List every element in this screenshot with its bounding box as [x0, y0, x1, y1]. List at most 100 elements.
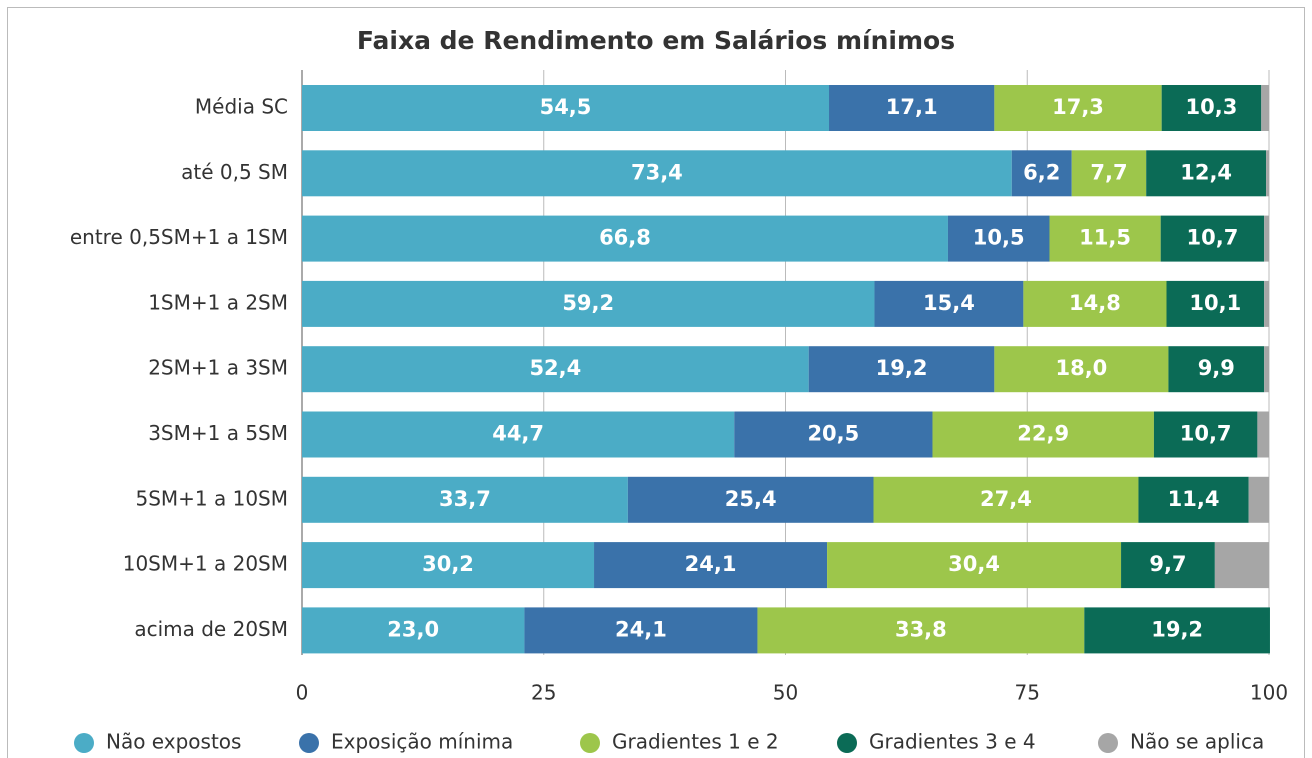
bar-segment — [302, 150, 1012, 197]
value-label: 19,2 — [876, 356, 928, 380]
value-label: 19,2 — [1151, 617, 1203, 641]
legend-marker — [1098, 733, 1118, 753]
bar-segment — [302, 215, 948, 262]
bar-segment — [1160, 215, 1265, 262]
bar-segment — [1138, 476, 1249, 523]
value-label: 73,4 — [631, 160, 683, 184]
value-label: 18,0 — [1055, 356, 1107, 380]
bar-segment — [1248, 476, 1269, 523]
y-tick-label: 3SM+1 a 5SM — [148, 421, 288, 445]
value-label: 54,5 — [540, 95, 592, 119]
bar-segment — [1264, 280, 1269, 327]
bar-segment — [874, 280, 1024, 327]
bar-segment — [1168, 346, 1265, 393]
bar-segment — [1153, 411, 1258, 458]
value-label: 17,3 — [1052, 95, 1104, 119]
legend-marker — [74, 733, 94, 753]
bar-segment — [302, 346, 809, 393]
bar-segment — [873, 476, 1139, 523]
bar-segment — [1146, 150, 1267, 197]
bar-segment — [829, 85, 995, 131]
value-label: 33,7 — [439, 487, 491, 511]
value-label: 27,4 — [980, 487, 1032, 511]
y-tick-label: 1SM+1 a 2SM — [148, 290, 288, 314]
y-tick-label: 5SM+1 a 10SM — [135, 486, 288, 510]
bar-segment — [627, 476, 874, 523]
legend-label: Gradientes 1 e 2 — [612, 730, 779, 754]
legend-label: Exposição mínima — [331, 730, 513, 754]
legend-marker — [837, 733, 857, 753]
bar-segment — [827, 542, 1122, 589]
value-label: 25,4 — [725, 487, 777, 511]
value-label: 9,7 — [1149, 552, 1186, 576]
bar-segment — [1049, 215, 1161, 262]
y-tick-label: 10SM+1 a 20SM — [123, 552, 288, 576]
legend-marker — [580, 733, 600, 753]
value-label: 14,8 — [1069, 291, 1121, 315]
value-label: 12,4 — [1180, 160, 1232, 184]
value-label: 24,1 — [685, 552, 737, 576]
y-tick-label: entre 0,5SM+1 a 1SM — [70, 225, 288, 249]
value-label: 10,1 — [1189, 291, 1241, 315]
y-tick-label: Média SC — [195, 95, 288, 119]
value-label: 59,2 — [562, 291, 614, 315]
value-label: 10,7 — [1187, 226, 1239, 250]
bar-segment — [302, 607, 525, 654]
bar-segment — [1071, 150, 1147, 197]
value-label: 24,1 — [615, 617, 667, 641]
value-label: 17,1 — [886, 95, 938, 119]
frame — [7, 7, 1305, 758]
value-label: 6,2 — [1023, 160, 1060, 184]
bar-segment — [1261, 85, 1269, 131]
bar-segment — [1266, 150, 1269, 197]
bar-segment — [947, 215, 1050, 262]
bar-segment — [1023, 280, 1167, 327]
bar-segment — [1011, 150, 1072, 197]
legend-label: Não expostos — [106, 730, 241, 754]
x-tick-label: 0 — [296, 681, 309, 705]
x-tick-label: 75 — [1015, 681, 1040, 705]
bar-segment — [302, 85, 830, 131]
bar-segment — [1121, 542, 1215, 589]
bar-segment — [302, 476, 628, 523]
bar-segment — [932, 411, 1154, 458]
value-label: 10,5 — [973, 226, 1025, 250]
value-label: 66,8 — [599, 226, 651, 250]
value-label: 7,7 — [1090, 160, 1127, 184]
bar-segment — [524, 607, 758, 654]
value-label: 44,7 — [492, 422, 544, 446]
y-tick-label: 2SM+1 a 3SM — [148, 356, 288, 380]
legend-label: Não se aplica — [1130, 730, 1264, 754]
bar-segment — [1214, 542, 1269, 589]
bar-segment — [1264, 346, 1269, 393]
value-label: 30,4 — [948, 552, 1000, 576]
value-label: 11,4 — [1168, 487, 1220, 511]
chart-title: Faixa de Rendimento em Salários mínimos — [357, 26, 955, 55]
value-label: 9,9 — [1198, 356, 1235, 380]
value-label: 33,8 — [895, 617, 947, 641]
bar-segment — [808, 346, 995, 393]
value-label: 30,2 — [422, 552, 474, 576]
bar-segment — [734, 411, 933, 458]
value-label: 10,3 — [1186, 95, 1238, 119]
bar-segment — [594, 542, 828, 589]
bar-segment — [1084, 607, 1270, 654]
legend-marker — [299, 733, 319, 753]
bar-segment — [302, 411, 735, 458]
bar-segment — [302, 280, 875, 327]
value-label: 22,9 — [1017, 422, 1069, 446]
x-tick-label: 50 — [773, 681, 798, 705]
value-label: 11,5 — [1079, 226, 1131, 250]
legend-label: Gradientes 3 e 4 — [869, 730, 1036, 754]
bar-segment — [1264, 215, 1269, 262]
bar-segment — [1166, 280, 1265, 327]
value-label: 52,4 — [529, 356, 581, 380]
value-label: 23,0 — [387, 617, 439, 641]
bar-segment — [757, 607, 1085, 654]
bar-segment — [1257, 411, 1269, 458]
value-label: 15,4 — [923, 291, 975, 315]
y-tick-label: até 0,5 SM — [181, 160, 288, 184]
x-tick-label: 25 — [531, 681, 556, 705]
value-label: 20,5 — [807, 422, 859, 446]
